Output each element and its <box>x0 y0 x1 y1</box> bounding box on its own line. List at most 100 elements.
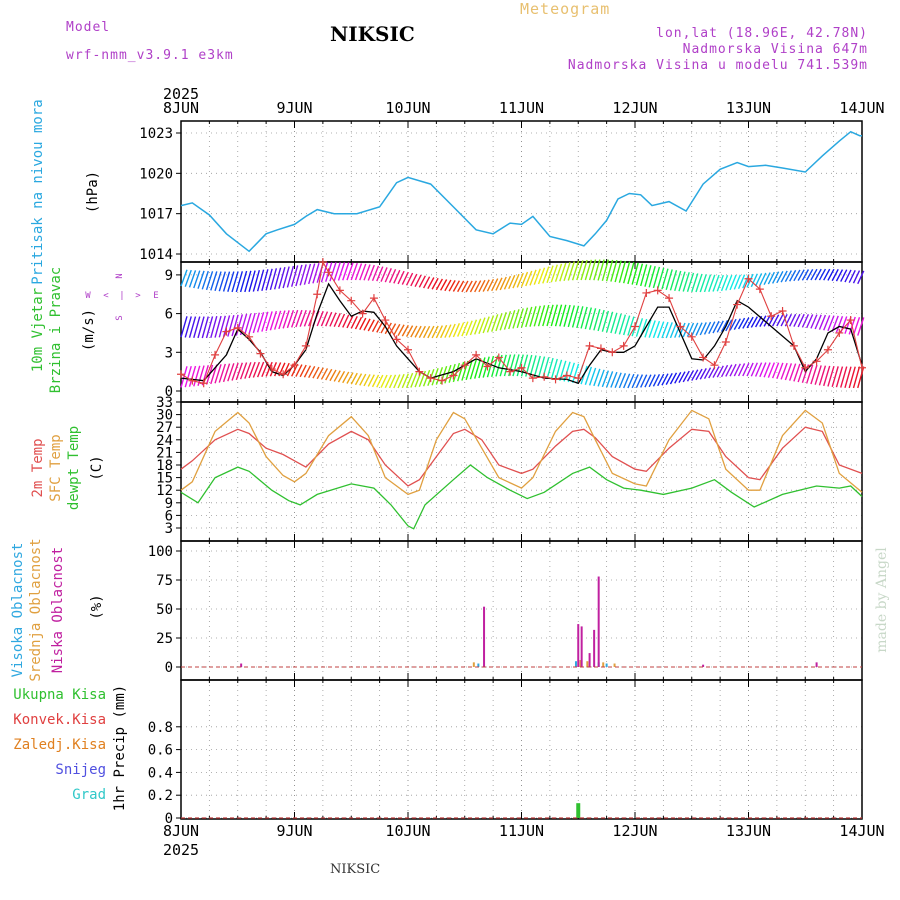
wind-speed-marker <box>858 363 866 372</box>
wind-barb <box>720 274 729 292</box>
wind-barb <box>184 269 192 287</box>
wind-speed-marker <box>835 328 844 337</box>
wind-barb <box>503 275 512 290</box>
y-tick-label: 75 <box>156 573 173 589</box>
y-tick-label: 1020 <box>139 166 173 182</box>
wind-speed-marker <box>574 374 583 383</box>
wind-axis-title-2: Brzina i Pravac <box>48 267 64 393</box>
cloud-high-axis-title: Visoka Oblacnost <box>10 543 26 678</box>
y-tick-label: 9 <box>165 268 173 284</box>
wind-barb <box>180 316 188 338</box>
wind-barb <box>682 272 690 292</box>
wind-barb <box>537 267 546 285</box>
wind-barb <box>652 320 661 339</box>
wind-barb <box>491 278 499 292</box>
wind-unit-label: (m/s) <box>81 309 97 351</box>
wind-barb <box>763 315 771 327</box>
wind-barb <box>610 312 618 334</box>
wind-barb <box>448 280 456 292</box>
wind-barb <box>567 362 575 383</box>
wind-barb <box>716 274 724 292</box>
y-tick-label: 30 <box>156 408 173 424</box>
wind-speed-marker <box>801 363 810 372</box>
wind-barb <box>686 370 695 382</box>
wind-barb <box>180 366 188 388</box>
wind-speed-marker <box>177 370 185 379</box>
wind-barb <box>418 370 427 388</box>
wind-barb <box>725 274 733 291</box>
wind-barb <box>410 273 418 287</box>
wind-barb <box>410 325 418 338</box>
y-tick-label: 1014 <box>139 247 173 263</box>
wind-barb <box>814 365 822 385</box>
wind-barb <box>754 362 763 377</box>
wind-speed-marker <box>222 327 231 336</box>
y-tick-label: 50 <box>156 602 173 618</box>
wind-barb <box>218 271 226 292</box>
wind-speed-marker <box>744 274 753 283</box>
wind-barb <box>614 313 622 334</box>
wind-barb <box>248 270 256 292</box>
wind-barb <box>733 363 741 377</box>
wind-barb <box>725 364 733 377</box>
cloud-mid-bar <box>613 663 616 667</box>
wind-barb <box>231 314 239 337</box>
wind-barb <box>542 266 550 284</box>
wind-barb <box>244 362 252 379</box>
wind-barb <box>444 324 452 338</box>
wind-barb <box>605 259 614 282</box>
wind-barb <box>414 371 422 388</box>
wind-barb <box>248 361 256 379</box>
wind-barb <box>444 279 452 292</box>
wind-barb <box>623 373 631 389</box>
wind-barb <box>584 259 593 281</box>
y-tick-label: 1023 <box>139 126 173 142</box>
wind-barb <box>669 270 678 291</box>
wind-barb <box>273 362 282 377</box>
compass-arrow-w: < <box>103 291 109 301</box>
wind-speed-marker <box>767 312 776 321</box>
wind-barb <box>388 374 397 389</box>
wind-barb <box>827 365 835 387</box>
wind-barb <box>588 367 597 386</box>
y-tick-label: 12 <box>156 483 173 499</box>
wind-barb <box>635 318 644 337</box>
wind-barb <box>844 269 852 283</box>
wind-barb <box>325 368 333 381</box>
wind-speed-marker <box>528 374 537 383</box>
model-elevation-label: Nadmorska Visina u modelu 741.539m <box>567 58 868 73</box>
wind-barb <box>210 316 218 339</box>
y-tick-label: 27 <box>156 420 173 436</box>
day-label-top: 12JUN <box>612 99 657 117</box>
wind-barb <box>363 264 371 281</box>
wind-barb <box>299 364 307 378</box>
wind-barb <box>695 368 703 381</box>
wind-barb <box>495 313 503 332</box>
wind-barb <box>627 262 635 285</box>
wind-barb <box>835 366 844 388</box>
wind-barb <box>682 322 690 338</box>
year-label-top: 2025 <box>163 85 199 103</box>
wind-barb <box>806 314 814 329</box>
wind-barb <box>601 310 610 332</box>
cloud-unit-label: (%) <box>89 594 105 619</box>
y-tick-label: 100 <box>148 544 173 560</box>
wind-barb <box>193 270 201 289</box>
wind-barb <box>648 320 656 338</box>
cloud-low-bar <box>240 663 243 667</box>
meteogram-label: Meteogram <box>520 0 611 18</box>
wind-barb <box>712 320 720 334</box>
wind-barb <box>354 316 363 330</box>
wind-barb <box>852 317 861 336</box>
wind-barb <box>495 277 503 291</box>
wind-barb <box>550 358 558 380</box>
wind-barb <box>597 259 605 281</box>
temp-2m-line <box>180 426 863 487</box>
wind-barb <box>742 362 750 377</box>
wind-barb <box>546 357 554 379</box>
wind-barb <box>380 374 388 388</box>
wind-barb <box>810 268 818 281</box>
wind-barb <box>239 362 248 380</box>
wind-barb <box>508 274 516 290</box>
wind-barb <box>346 315 354 329</box>
